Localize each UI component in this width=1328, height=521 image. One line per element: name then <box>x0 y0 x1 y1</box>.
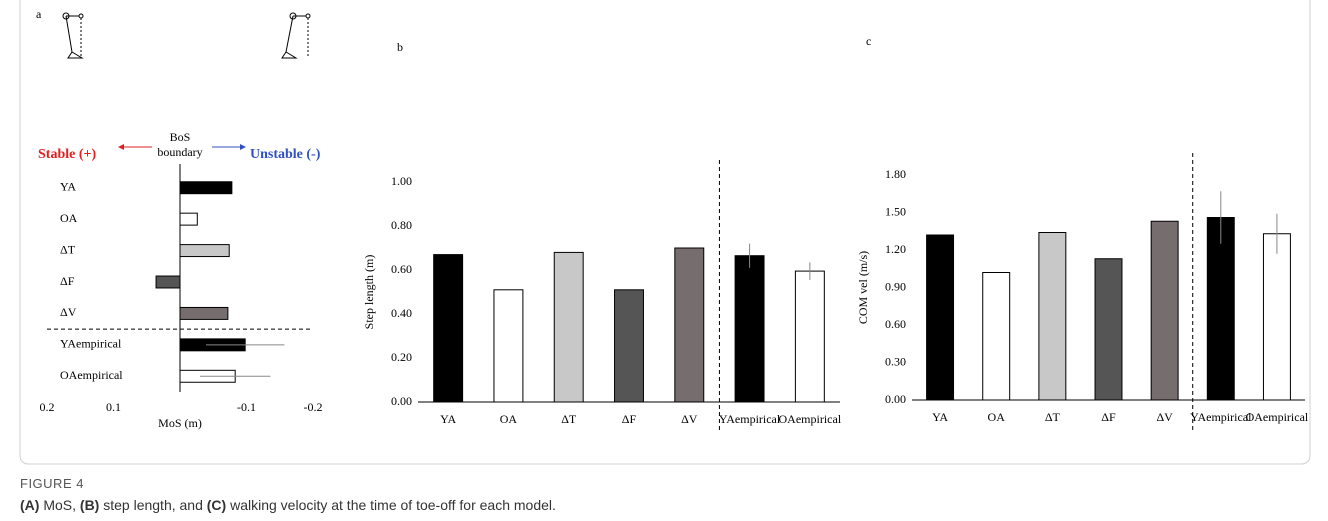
bar <box>794 270 825 403</box>
bar <box>614 289 644 403</box>
caption-part: (A) <box>20 497 40 513</box>
figure-caption: (A) MoS, (B) step length, and (C) walkin… <box>20 497 556 513</box>
y-tick-label: 0.90 <box>885 279 906 293</box>
y-tick-label: 1.80 <box>885 167 906 181</box>
y-tick-label: 1.00 <box>391 174 412 188</box>
y-tick-label: 0.00 <box>391 394 412 408</box>
x-tick-label: ΔF <box>622 412 637 426</box>
caption-part: (B) <box>79 497 100 513</box>
x-tick-label: YA <box>932 410 948 424</box>
panel-label: a <box>36 7 42 21</box>
bar <box>982 272 1011 401</box>
y-tick-label: 1.20 <box>885 242 906 256</box>
caption-part: walking velocity at the time of toe-off … <box>226 497 556 513</box>
x-tick-label: YA <box>440 412 456 426</box>
bar <box>1150 220 1179 401</box>
caption-part: MoS, <box>39 497 80 513</box>
bar <box>1038 232 1067 401</box>
bar <box>674 247 705 403</box>
annotation: boundary <box>157 145 202 159</box>
y-tick-label: 0.80 <box>391 218 412 232</box>
y-tick-label: OA <box>60 211 78 225</box>
y-tick-label: 0.60 <box>391 262 412 276</box>
bar <box>1206 217 1235 401</box>
unstable-figure <box>281 12 311 59</box>
y-tick-label: ΔF <box>60 274 75 288</box>
caption-part: step length, and <box>99 497 207 513</box>
x-tick-label: -0.1 <box>237 400 256 414</box>
y-tick-label: 0.30 <box>885 354 906 368</box>
bar <box>553 251 584 403</box>
y-tick-label: 1.50 <box>885 204 906 218</box>
annotation: Unstable (-) <box>250 147 321 162</box>
frame <box>19 0 1311 465</box>
stable-arrowhead <box>118 144 124 150</box>
annotation: BoS <box>170 130 191 144</box>
x-tick-label: 0.1 <box>106 400 121 414</box>
x-tick-label: ΔT <box>1045 410 1061 424</box>
x-tick-label: 0.2 <box>40 400 55 414</box>
unstable-arrowhead <box>240 144 246 150</box>
bar <box>1094 258 1123 401</box>
y-tick-label: YAempirical <box>60 337 122 351</box>
bar <box>926 234 955 401</box>
caption-part: (C) <box>206 497 227 513</box>
x-tick-label: -0.2 <box>304 400 323 414</box>
panel-label: b <box>397 40 403 54</box>
x-tick-label: OAempirical <box>779 412 842 426</box>
stable-figure <box>62 12 84 59</box>
y-tick-label: 0.20 <box>391 350 412 364</box>
x-tick-label: ΔV <box>681 412 698 426</box>
x-tick-label: OA <box>988 410 1006 424</box>
bar <box>179 212 198 226</box>
annotation: Stable (+) <box>38 147 96 162</box>
y-tick-label: ΔV <box>60 305 77 319</box>
bar <box>179 306 229 320</box>
figure-label: FIGURE 4 <box>20 476 84 491</box>
y-tick-label: ΔT <box>60 242 76 256</box>
x-tick-label: ΔF <box>1101 410 1116 424</box>
x-tick-label: YAempirical <box>719 412 781 426</box>
bar <box>155 275 181 289</box>
bar <box>179 244 230 258</box>
y-tick-label: 0.60 <box>885 317 906 331</box>
bar <box>734 255 765 403</box>
y-tick-label: 0.00 <box>885 392 906 406</box>
x-axis-title: MoS (m) <box>158 416 202 430</box>
bar <box>433 254 464 403</box>
y-tick-label: OAempirical <box>60 368 123 382</box>
x-tick-label: ΔV <box>1156 410 1173 424</box>
x-tick-label: ΔT <box>561 412 577 426</box>
y-tick-label: 0.40 <box>391 306 412 320</box>
y-axis-title: COM vel (m/s) <box>856 251 870 324</box>
x-tick-label: OA <box>500 412 518 426</box>
caption-area: FIGURE 4 (A) MoS, (B) step length, and (… <box>20 476 556 513</box>
bar <box>1262 233 1291 401</box>
y-axis-title: Step length (m) <box>362 255 376 330</box>
bar <box>493 289 524 403</box>
y-tick-label: YA <box>60 179 76 193</box>
x-tick-label: OAempirical <box>1246 410 1309 424</box>
panel-label: c <box>866 34 871 48</box>
x-tick-label: YAempirical <box>1190 410 1252 424</box>
bar <box>179 181 233 195</box>
